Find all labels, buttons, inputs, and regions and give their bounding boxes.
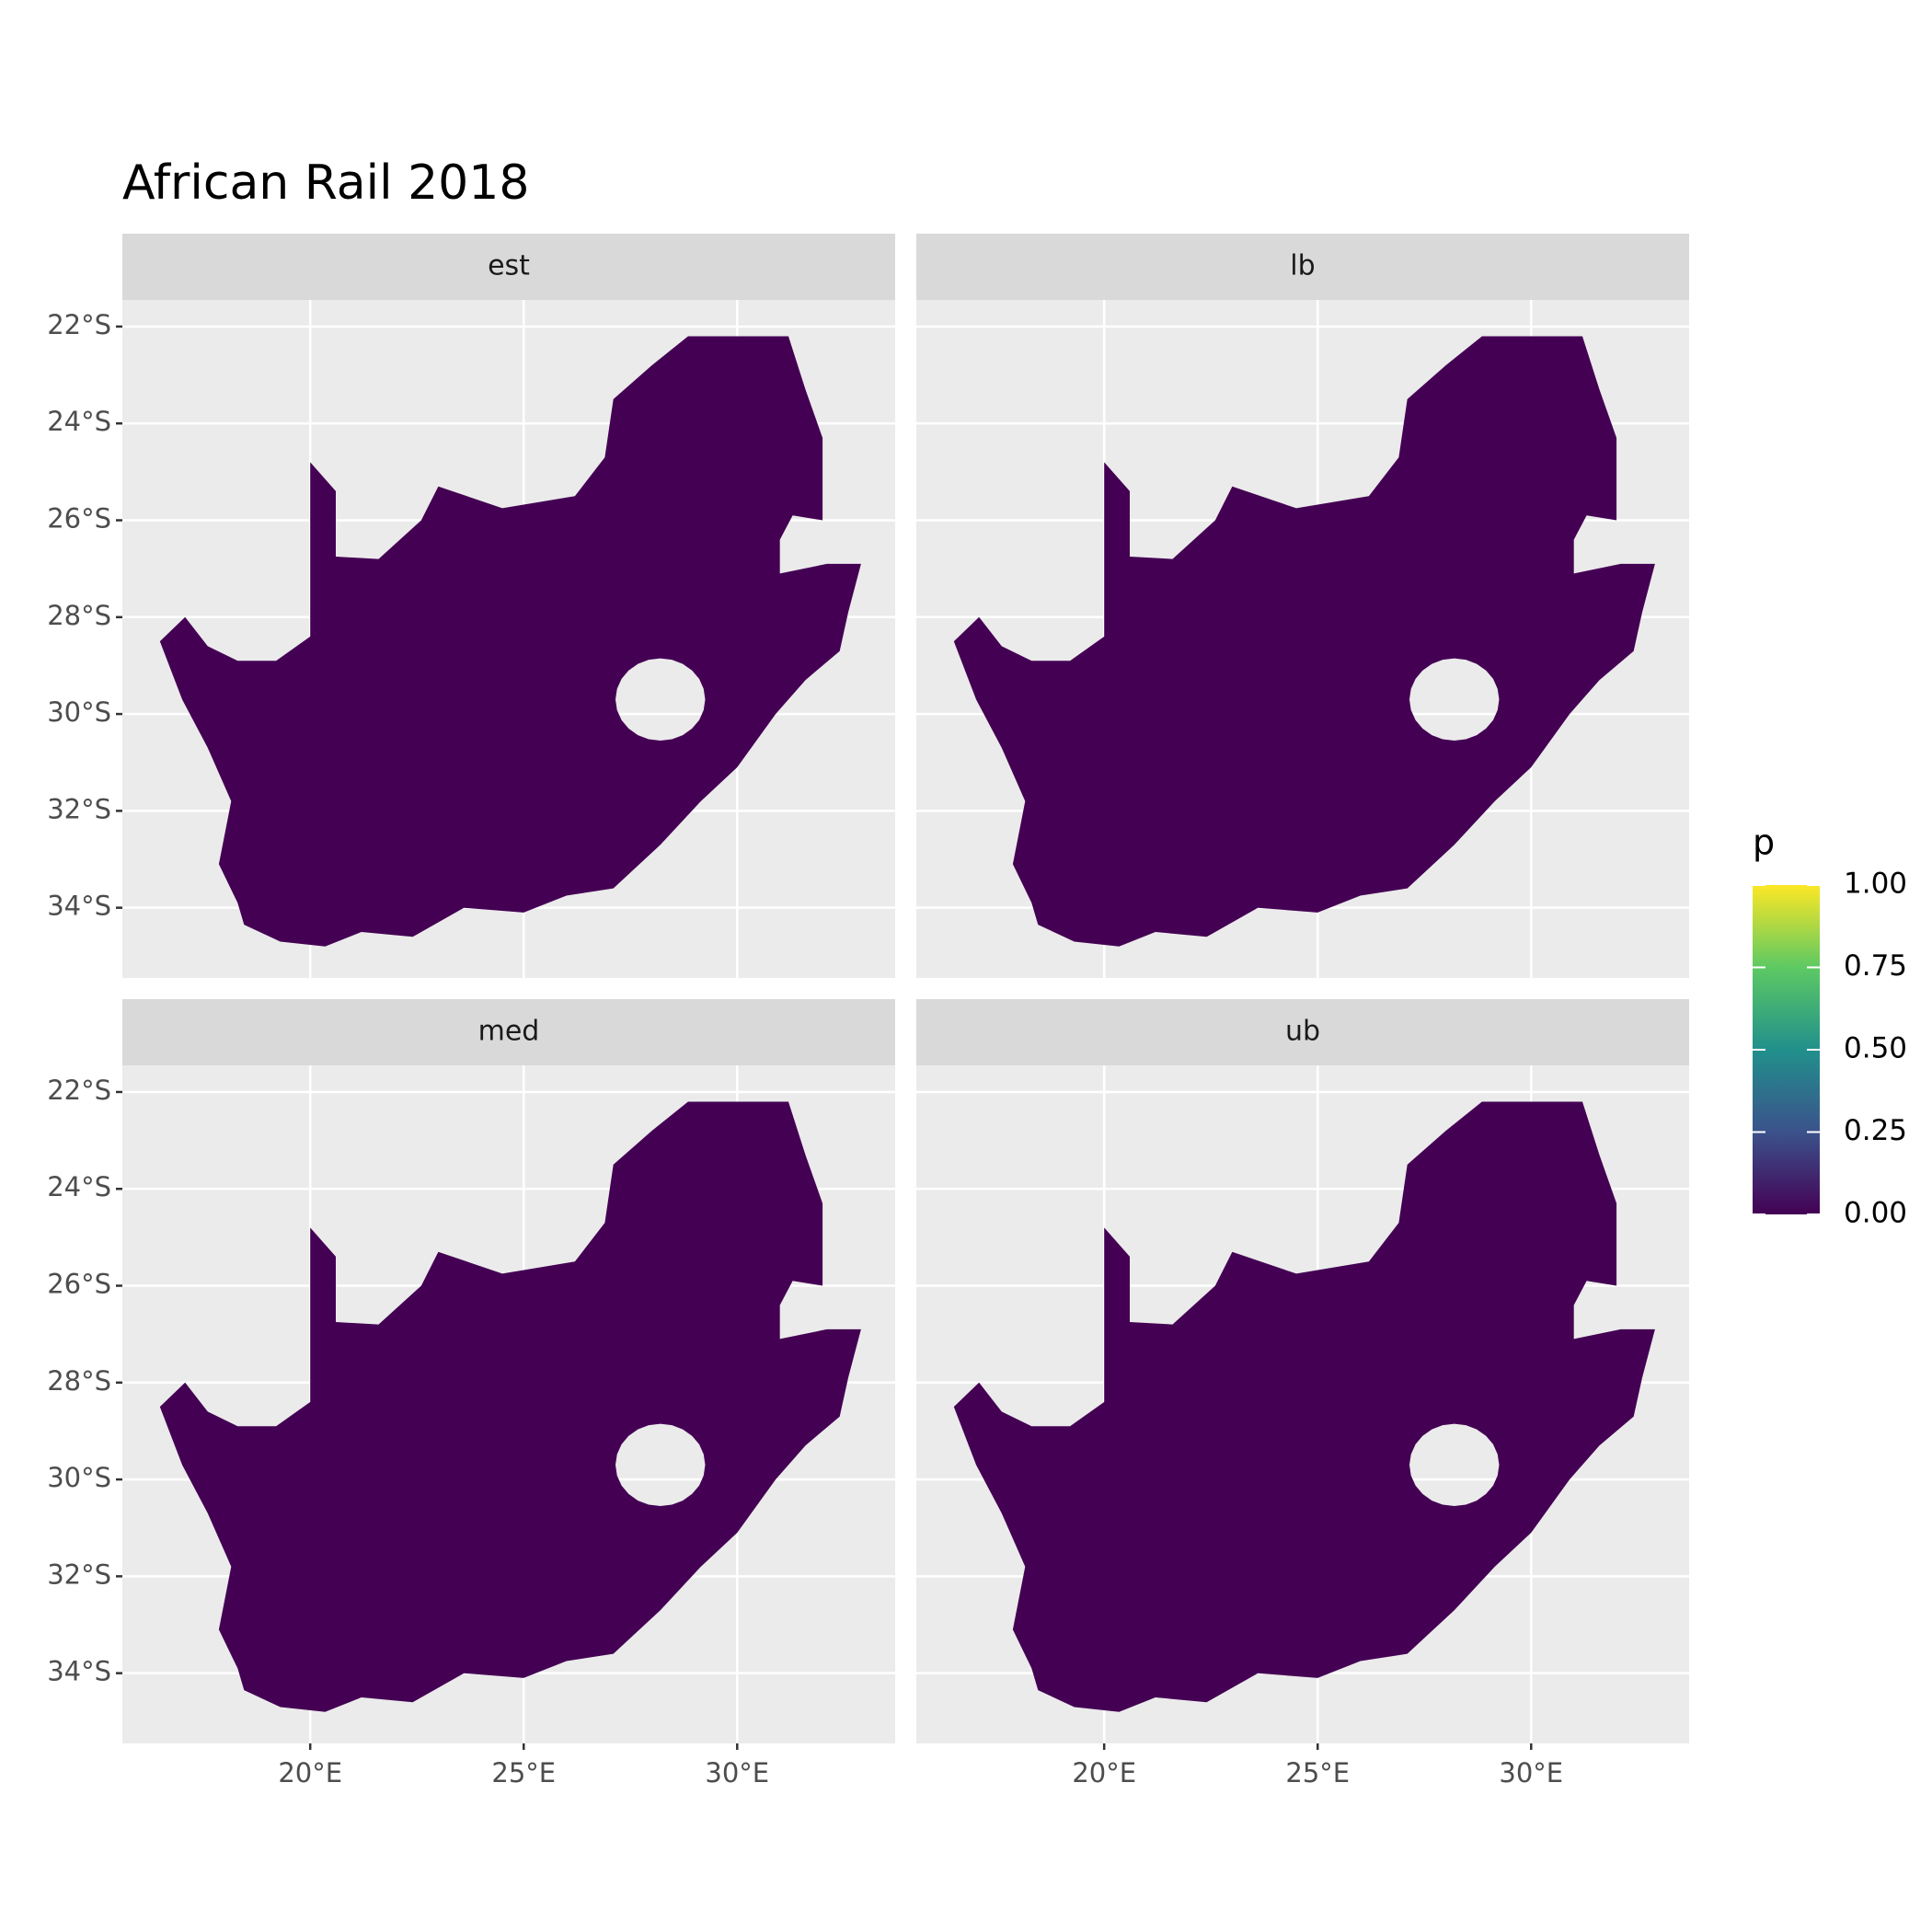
y-tick-label: 28°S — [47, 600, 111, 631]
legend-label: 1.00 — [1844, 868, 1907, 901]
y-tick-label: 34°S — [47, 1656, 111, 1687]
y-tick-label: 24°S — [47, 1171, 111, 1202]
strip-label: est — [488, 250, 530, 282]
strip-label: med — [478, 1016, 540, 1048]
x-tick-label: 20°E — [278, 1757, 342, 1788]
y-tick-label: 32°S — [47, 1558, 111, 1590]
strip — [916, 234, 1689, 300]
strip-label: lb — [1290, 250, 1315, 282]
strip — [916, 999, 1689, 1065]
y-tick-label: 28°S — [47, 1365, 111, 1397]
country-raster — [159, 1101, 861, 1712]
x-tick-label: 20°E — [1072, 1757, 1136, 1788]
legend-label: 0.00 — [1844, 1197, 1907, 1230]
legend-title: p — [1753, 822, 1775, 863]
chart-title: African Rail 2018 — [122, 155, 529, 211]
y-tick-label: 34°S — [47, 891, 111, 922]
strip — [122, 999, 895, 1065]
y-tick-label: 22°S — [47, 309, 111, 340]
strip — [122, 234, 895, 300]
x-tick-label: 30°E — [705, 1757, 769, 1788]
y-tick-label: 32°S — [47, 793, 111, 824]
legend-label: 0.25 — [1844, 1114, 1907, 1147]
y-tick-label: 26°S — [47, 1269, 111, 1300]
legend-label: 0.50 — [1844, 1032, 1907, 1065]
y-tick-label: 30°S — [47, 1462, 111, 1493]
legend-label: 0.75 — [1844, 949, 1907, 983]
x-tick-label: 25°E — [491, 1757, 556, 1788]
y-tick-label: 22°S — [47, 1075, 111, 1106]
x-tick-label: 25°E — [1285, 1757, 1350, 1788]
x-tick-label: 30°E — [1499, 1757, 1563, 1788]
strip-label: ub — [1285, 1016, 1320, 1048]
y-tick-label: 26°S — [47, 503, 111, 535]
y-tick-label: 24°S — [47, 406, 111, 437]
y-tick-label: 30°S — [47, 696, 111, 728]
country-raster — [159, 336, 861, 947]
country-raster — [953, 1101, 1655, 1712]
country-raster — [953, 336, 1655, 947]
